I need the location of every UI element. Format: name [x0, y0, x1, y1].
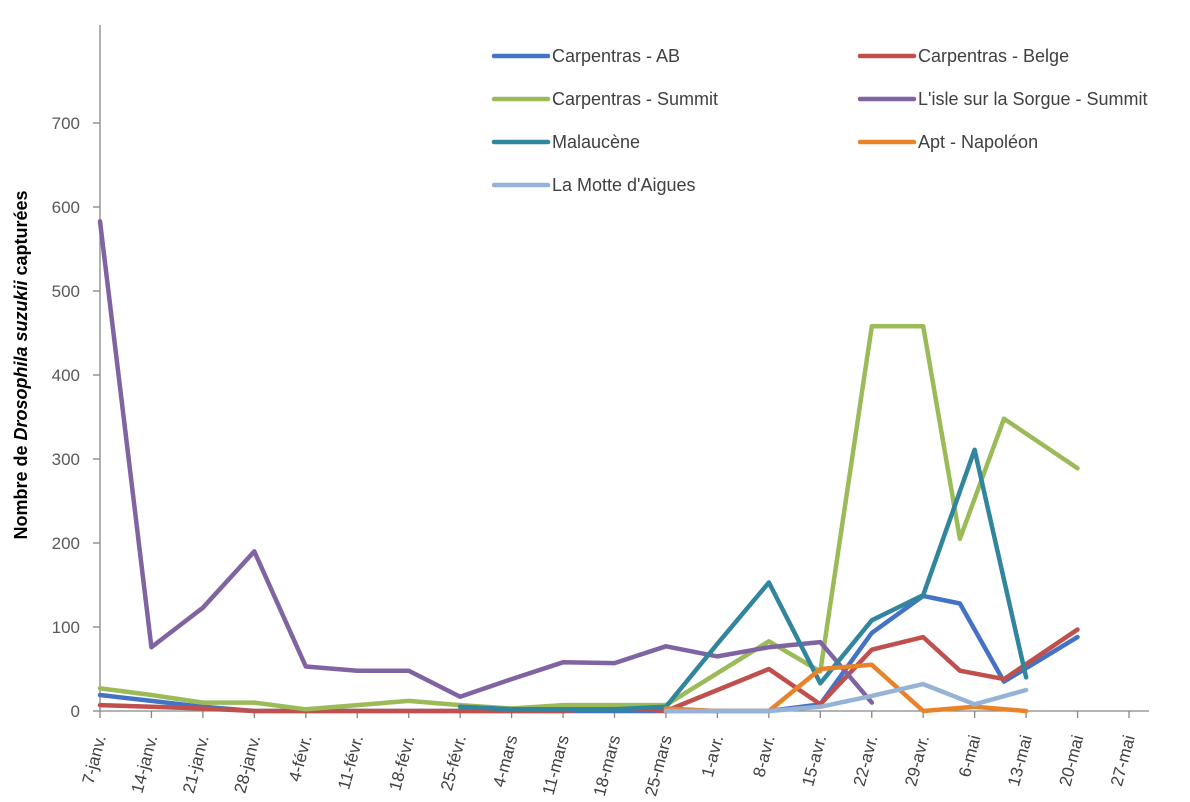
series-line — [100, 630, 1078, 712]
svg-text:Nombre de Drosophila suzukii c: Nombre de Drosophila suzukii capturées — [11, 190, 31, 539]
y-tick-label: 0 — [71, 702, 80, 721]
y-axis-label-species: Drosophila suzukii — [11, 280, 31, 441]
legend-label: Carpentras - AB — [552, 46, 680, 66]
y-axis-label: Nombre de Drosophila suzukii capturées — [11, 190, 31, 539]
y-tick-label: 300 — [52, 450, 80, 469]
x-tick-label: 7-janv. — [79, 733, 110, 786]
legend-label: Carpentras - Summit — [552, 89, 718, 109]
legend-label: Malaucène — [552, 132, 640, 152]
x-tick-label: 20-mai — [1056, 733, 1088, 788]
x-tick-label: 11-févr. — [334, 733, 367, 791]
x-tick-label: 28-janv. — [231, 733, 265, 795]
x-tick-label: 8-avr. — [749, 733, 778, 779]
axes — [100, 25, 1149, 711]
x-tick-label: 13-mai — [1004, 733, 1036, 788]
legend: Carpentras - AB Carpentras - Belge Carpent… — [494, 46, 1148, 195]
x-tick-label: 25-févr. — [437, 733, 470, 793]
y-tick-label: 500 — [52, 282, 80, 301]
x-tick-label: 29-avr. — [901, 733, 933, 788]
y-tick-label: 400 — [52, 366, 80, 385]
legend-label: Apt - Napoléon — [918, 132, 1038, 152]
legend-label: La Motte d'Aigues — [552, 175, 696, 195]
series-lines — [100, 221, 1078, 711]
x-tick-label: 18-mars — [590, 733, 624, 798]
x-tick-label: 22-avr. — [850, 733, 882, 788]
x-tick-label: 25-mars — [641, 733, 675, 798]
x-tick-label: 1-avr. — [698, 733, 727, 779]
y-tick-label: 200 — [52, 534, 80, 553]
x-tick-label: 4-févr. — [285, 733, 316, 784]
x-tick-label: 11-mars — [539, 733, 573, 797]
series-line — [100, 326, 1078, 709]
x-tick-label: 21-janv. — [179, 733, 213, 795]
x-tick-label: 6-mai — [955, 733, 984, 779]
y-tick-label: 100 — [52, 618, 80, 637]
x-axis-ticks: 7-janv. 14-janv. 21-janv. 28-janv. 4-févr. 11… — [79, 711, 1139, 798]
legend-label: L'isle sur la Sorgue - Summit — [918, 89, 1148, 109]
x-tick-label: 15-avr. — [798, 733, 830, 788]
y-axis-label-prefix: Nombre de — [11, 441, 31, 540]
x-tick-label: 4-mars — [489, 733, 521, 789]
series-line — [100, 596, 1078, 711]
x-tick-label: 27-mai — [1107, 733, 1139, 788]
legend-label: Carpentras - Belge — [918, 46, 1069, 66]
y-axis-label-suffix: capturées — [11, 190, 31, 280]
x-tick-label: 18-févr. — [386, 733, 419, 793]
y-axis-ticks: 0 100 200 300 400 500 600 700 — [52, 114, 100, 721]
series-line — [100, 221, 872, 702]
x-tick-label: 14-janv. — [128, 733, 162, 795]
y-tick-label: 700 — [52, 114, 80, 133]
y-tick-label: 600 — [52, 198, 80, 217]
